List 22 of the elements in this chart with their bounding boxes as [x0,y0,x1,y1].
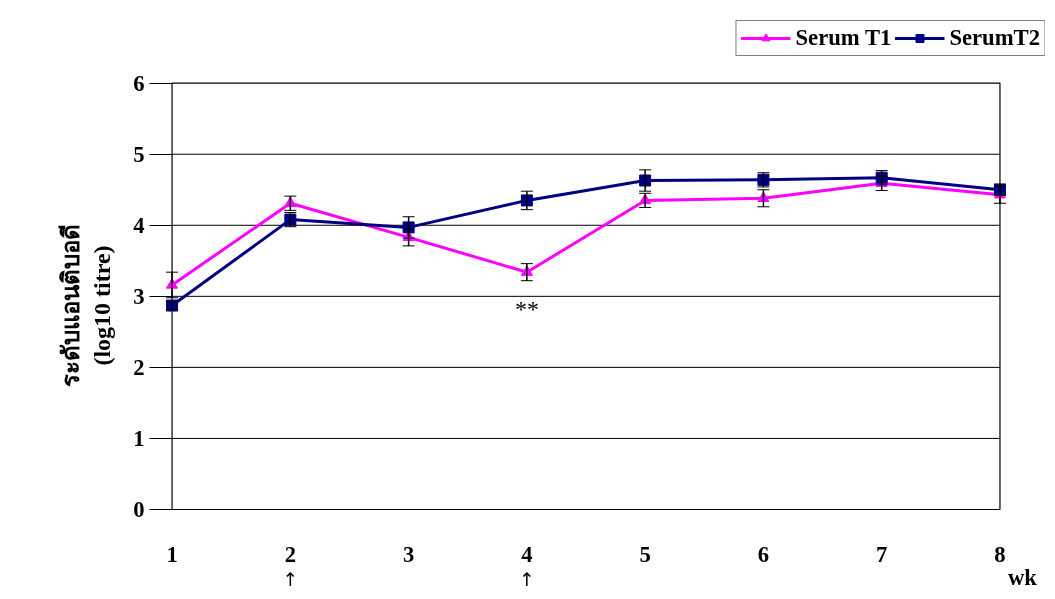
x-tick-label: 8 [994,542,1006,568]
y-tick-label: 5 [133,141,145,167]
y-tick-label: 3 [133,283,145,309]
y-tick-label: 1 [133,425,145,451]
x-tick-label: 6 [757,542,770,568]
annotation: ** [514,296,539,323]
text: ↑ [519,569,535,591]
x-tick-label: 3 [402,542,415,568]
x-tick-label: 2 [284,542,296,568]
y-tick-label: 6 [133,70,145,96]
y-tick-label: 0 [133,497,145,522]
legend-label: SerumT2 [949,25,1040,51]
y-axis-title: ระดับแอนติบอดี (log10 titre) [57,224,116,387]
y-tick-label: 2 [133,354,145,380]
x-axis-title: wk [1007,565,1038,591]
text: ↑ [282,569,299,591]
x-tick-label: 7 [876,542,888,568]
x-tick-label: 5 [639,542,651,568]
x-tick-label: 1 [166,542,178,568]
legend-label: Serum T1 [795,25,892,51]
y-tick-label: 4 [133,212,145,238]
x-tick-label: 4 [521,542,533,568]
